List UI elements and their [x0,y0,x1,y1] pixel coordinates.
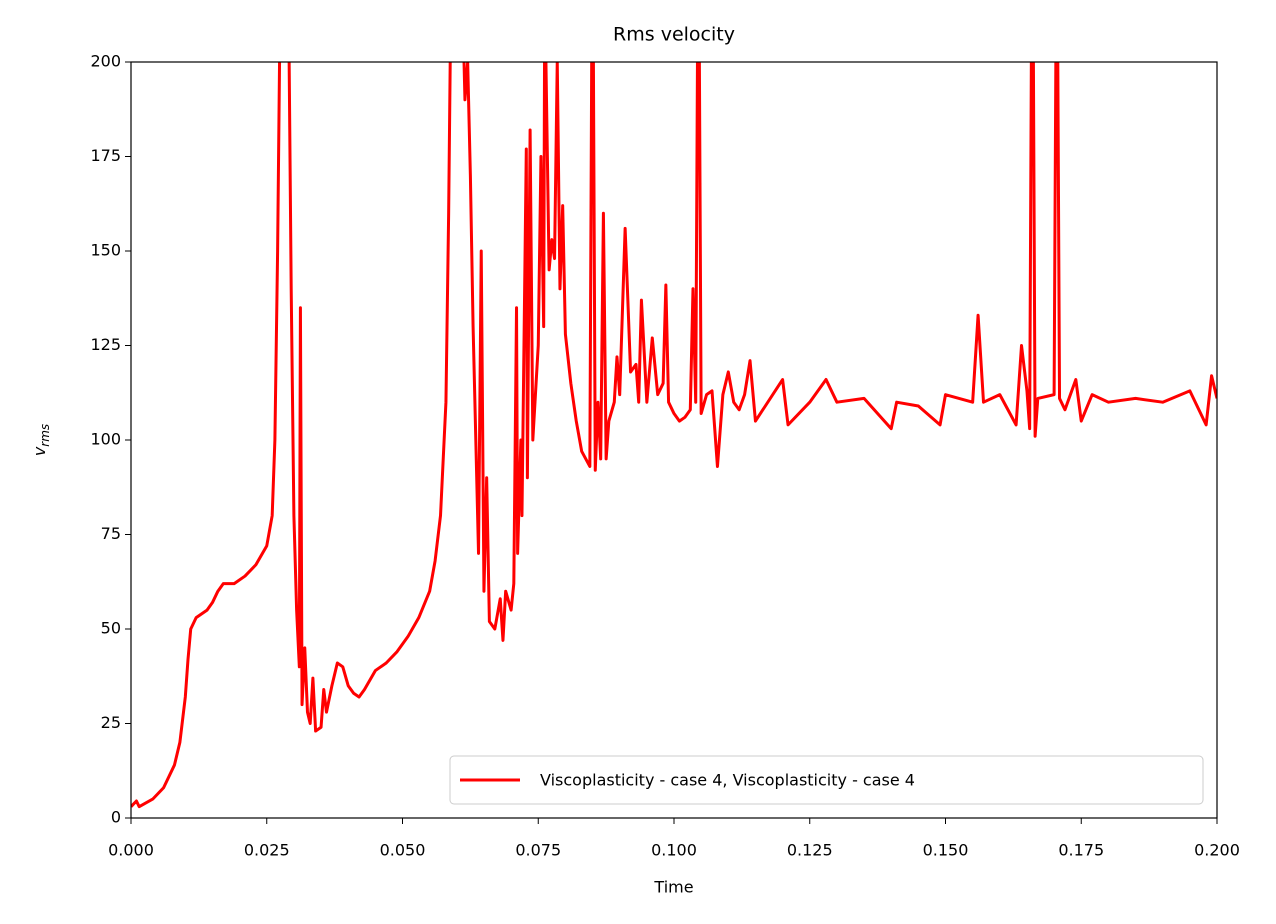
x-tick-label: 0.150 [923,841,969,860]
legend-label: Viscoplasticity - case 4, Viscoplasticit… [540,771,915,790]
x-tick-label: 0.125 [787,841,833,860]
x-axis-label: Time [653,878,693,897]
y-axis-label: vrms [30,424,52,456]
legend-box [449,755,1204,805]
y-tick-label: 75 [101,524,121,543]
x-tick-label: 0.000 [108,841,154,860]
y-axis-label-text: vrms [30,424,52,456]
y-tick-label: 125 [90,335,121,354]
y-tick-label: 50 [101,619,121,638]
x-tick-label: 0.200 [1194,841,1240,860]
data-line [131,62,1217,809]
x-tick-label: 0.050 [380,841,426,860]
y-tick-label: 25 [101,713,121,732]
x-tick-label: 0.025 [244,841,290,860]
y-label-sub: rms [38,424,52,447]
y-tick-label: 200 [90,52,121,71]
y-tick-label: 175 [90,146,121,165]
chart-title: Rms velocity [613,24,735,46]
y-tick-label: 150 [90,241,121,260]
plot-frame [130,61,1218,819]
legend: Viscoplasticity - case 4, Viscoplasticit… [449,755,1204,805]
y-label-main: v [30,446,49,456]
y-tick-label: 100 [90,430,121,449]
x-tick-label: 0.175 [1058,841,1104,860]
x-tick-label: 0.100 [651,841,697,860]
y-tick-label: 0 [111,808,121,827]
x-tick-label: 0.075 [515,841,561,860]
